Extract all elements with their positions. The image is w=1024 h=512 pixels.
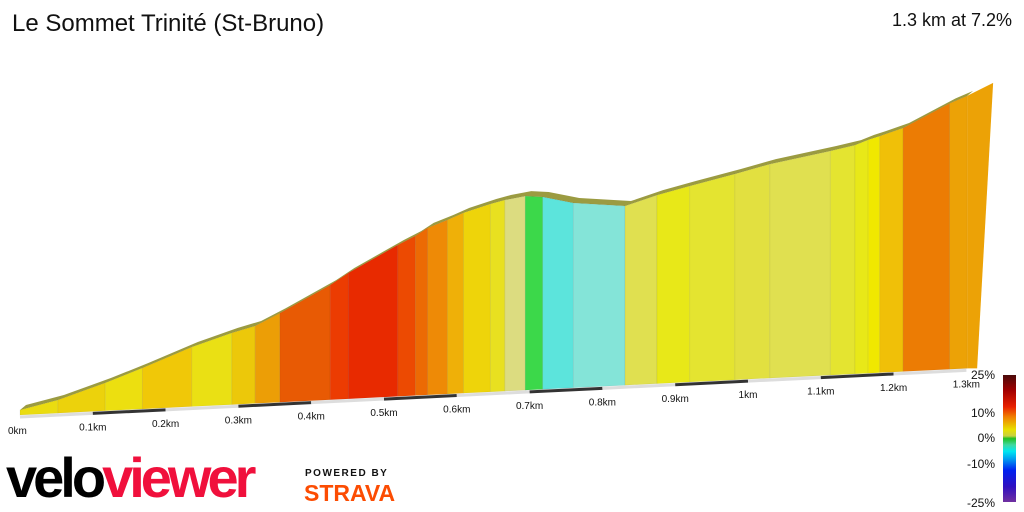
legend-label: -25% xyxy=(966,496,995,510)
distance-ruler-segment xyxy=(92,408,166,415)
distance-ruler-segment xyxy=(602,383,676,390)
segment-summary: 1.3 km at 7.2% xyxy=(891,10,1012,30)
gradient-segment xyxy=(231,325,256,405)
gradient-segment xyxy=(542,196,574,390)
gradient-segment xyxy=(427,219,448,396)
distance-ruler-segment xyxy=(820,372,894,380)
gradient-segment xyxy=(689,173,736,383)
gradient-segment xyxy=(867,135,881,374)
gradient-segment xyxy=(57,382,106,414)
gradient-segment xyxy=(734,163,771,381)
gradient-segment xyxy=(524,195,544,391)
x-tick-label: 0.1km xyxy=(79,422,106,433)
x-tick-label: 0km xyxy=(8,426,27,437)
gradient-segment xyxy=(279,284,331,403)
strava-logo[interactable]: STRAVA xyxy=(304,480,396,506)
gradient-segment xyxy=(489,199,506,393)
gradient-segment xyxy=(829,144,856,376)
gradient-segment xyxy=(624,194,658,386)
gradient-segment xyxy=(879,127,904,374)
profile-top-face xyxy=(20,90,974,410)
x-tick-label: 1.1km xyxy=(807,387,834,398)
gradient-legend-bar xyxy=(1003,375,1016,502)
gradient-segment xyxy=(769,150,831,379)
logo-viewer: viewer xyxy=(102,446,256,509)
gradient-segment xyxy=(414,227,429,396)
x-tick-label: 1km xyxy=(739,390,758,401)
distance-ruler-segment xyxy=(529,386,603,394)
x-tick-label: 0.9km xyxy=(662,394,689,405)
distance-ruler-segment xyxy=(311,397,385,405)
logo-velo: velo xyxy=(6,446,106,509)
distance-ruler-segment xyxy=(19,411,93,419)
x-tick-label: 0.7km xyxy=(516,401,543,412)
x-tick-label: 0.3km xyxy=(225,415,252,426)
gradient-segment xyxy=(397,235,416,397)
gradient-segment xyxy=(902,102,951,372)
legend-label: -10% xyxy=(966,457,995,471)
x-tick-label: 0.4km xyxy=(298,412,325,423)
distance-ruler-segment xyxy=(893,368,967,376)
x-tick-label: 0.8km xyxy=(589,397,616,408)
powered-by-label: POWERED BY xyxy=(305,468,389,479)
gradient-segment xyxy=(656,185,691,385)
gradient-segment xyxy=(949,95,968,370)
segment-title: Le Sommet Trinité (St-Bruno) xyxy=(12,10,325,37)
x-tick-label: 0.6km xyxy=(443,405,470,416)
gradient-segment xyxy=(329,272,349,401)
x-tick-label: 0.2km xyxy=(152,419,179,430)
distance-ruler-segment xyxy=(456,390,530,398)
veloviewer-logo[interactable]: veloviewer xyxy=(6,450,256,506)
distance-ruler-segment xyxy=(165,404,239,412)
gradient-segment xyxy=(504,195,526,392)
legend-label: 25% xyxy=(970,368,995,382)
legend-label: 10% xyxy=(970,406,995,420)
gradient-segment xyxy=(463,203,491,394)
legend-label: 0% xyxy=(977,431,995,445)
distance-ruler-segment xyxy=(383,394,457,401)
profile-end-face xyxy=(967,82,994,369)
gradient-segment xyxy=(254,312,281,404)
gradient-segment xyxy=(854,139,869,375)
x-tick-label: 1.3km xyxy=(953,379,980,390)
distance-ruler-segment xyxy=(238,401,312,408)
gradient-segment xyxy=(572,202,626,389)
x-tick-label: 1.2km xyxy=(880,383,907,394)
distance-ruler-segment xyxy=(747,376,821,383)
gradient-segment xyxy=(446,212,464,395)
distance-ruler-segment xyxy=(675,379,749,387)
x-tick-label: 0.5km xyxy=(370,408,397,419)
